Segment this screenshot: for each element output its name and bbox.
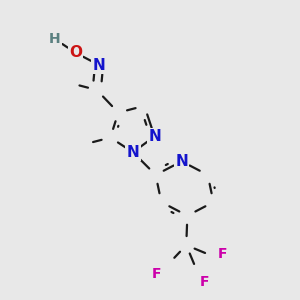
Text: F: F [200,274,209,289]
Text: N: N [148,129,161,144]
Text: H: H [49,32,61,46]
Text: N: N [127,145,140,160]
Text: N: N [175,154,188,169]
Text: N: N [93,58,105,73]
Text: F: F [152,267,161,280]
Text: F: F [218,247,227,261]
Text: O: O [69,45,82,60]
